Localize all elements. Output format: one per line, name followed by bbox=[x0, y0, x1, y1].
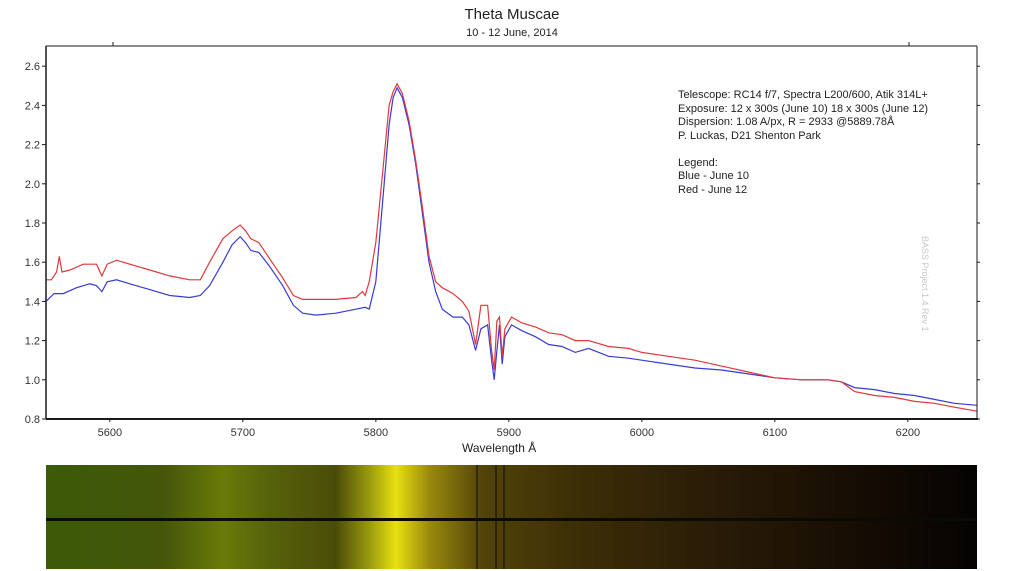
chart-title: Theta Muscae bbox=[464, 6, 560, 23]
x-tick-label: 6100 bbox=[763, 427, 787, 439]
y-axis-ticks: 0.8 1.0 1.2 1.4 1.6 1.8 2.0 2.2 2.4 2.6 bbox=[25, 61, 980, 426]
absorption-line bbox=[475, 465, 478, 569]
y-tick-label: 1.4 bbox=[25, 296, 40, 308]
x-tick-label: 5600 bbox=[98, 427, 122, 439]
y-tick-label: 2.4 bbox=[25, 100, 40, 112]
legend-red: Red - June 12 bbox=[678, 183, 748, 196]
y-tick-label: 1.0 bbox=[25, 375, 40, 387]
plot-area bbox=[46, 46, 977, 419]
series-line-june-12 bbox=[46, 82, 978, 412]
x-tick-label: 5700 bbox=[231, 427, 255, 439]
y-tick-label: 1.8 bbox=[25, 218, 40, 230]
absorption-line bbox=[502, 465, 505, 569]
watermark-text: BASS Project 1.4 Rev 1 bbox=[920, 236, 930, 332]
legend-blue: Blue - June 10 bbox=[678, 170, 749, 182]
y-tick-label: 2.0 bbox=[25, 179, 40, 191]
y-tick-label: 1.2 bbox=[25, 336, 40, 348]
y-tick-label: 0.8 bbox=[25, 414, 40, 426]
info-telescope: Telescope: RC14 f/7, Spectra L200/600, A… bbox=[678, 89, 928, 101]
y-tick-label: 2.6 bbox=[25, 61, 40, 73]
series-line-june-10 bbox=[45, 86, 978, 406]
chart-subtitle: 10 - 12 June, 2014 bbox=[466, 27, 558, 39]
x-tick-label: 6200 bbox=[896, 427, 920, 439]
y-tick-label: 1.6 bbox=[25, 257, 40, 269]
legend-title: Legend: bbox=[678, 156, 718, 169]
x-axis-ticks: 5600 5700 5800 5900 6000 6100 6200 bbox=[98, 419, 920, 439]
info-observer: P. Luckas, D21 Shenton Park bbox=[678, 129, 821, 142]
info-spacer bbox=[678, 143, 928, 157]
x-tick-label: 5900 bbox=[497, 427, 521, 439]
spectrum-strip-divider bbox=[46, 518, 977, 521]
x-tick-label: 6000 bbox=[630, 427, 654, 439]
info-dispersion: Dispersion: 1.08 A/px, R = 2933 @5889.78… bbox=[678, 116, 895, 128]
x-axis-label: Wavelength Å bbox=[462, 441, 537, 455]
spectrum-strip-image bbox=[46, 465, 977, 569]
annotation-block: Telescope: RC14 f/7, Spectra L200/600, A… bbox=[678, 89, 928, 197]
x-tick-label: 5800 bbox=[364, 427, 388, 439]
info-exposure: Exposure: 12 x 300s (June 10) 18 x 300s … bbox=[678, 102, 929, 115]
y-tick-label: 2.2 bbox=[25, 140, 40, 152]
absorption-line bbox=[494, 465, 497, 569]
